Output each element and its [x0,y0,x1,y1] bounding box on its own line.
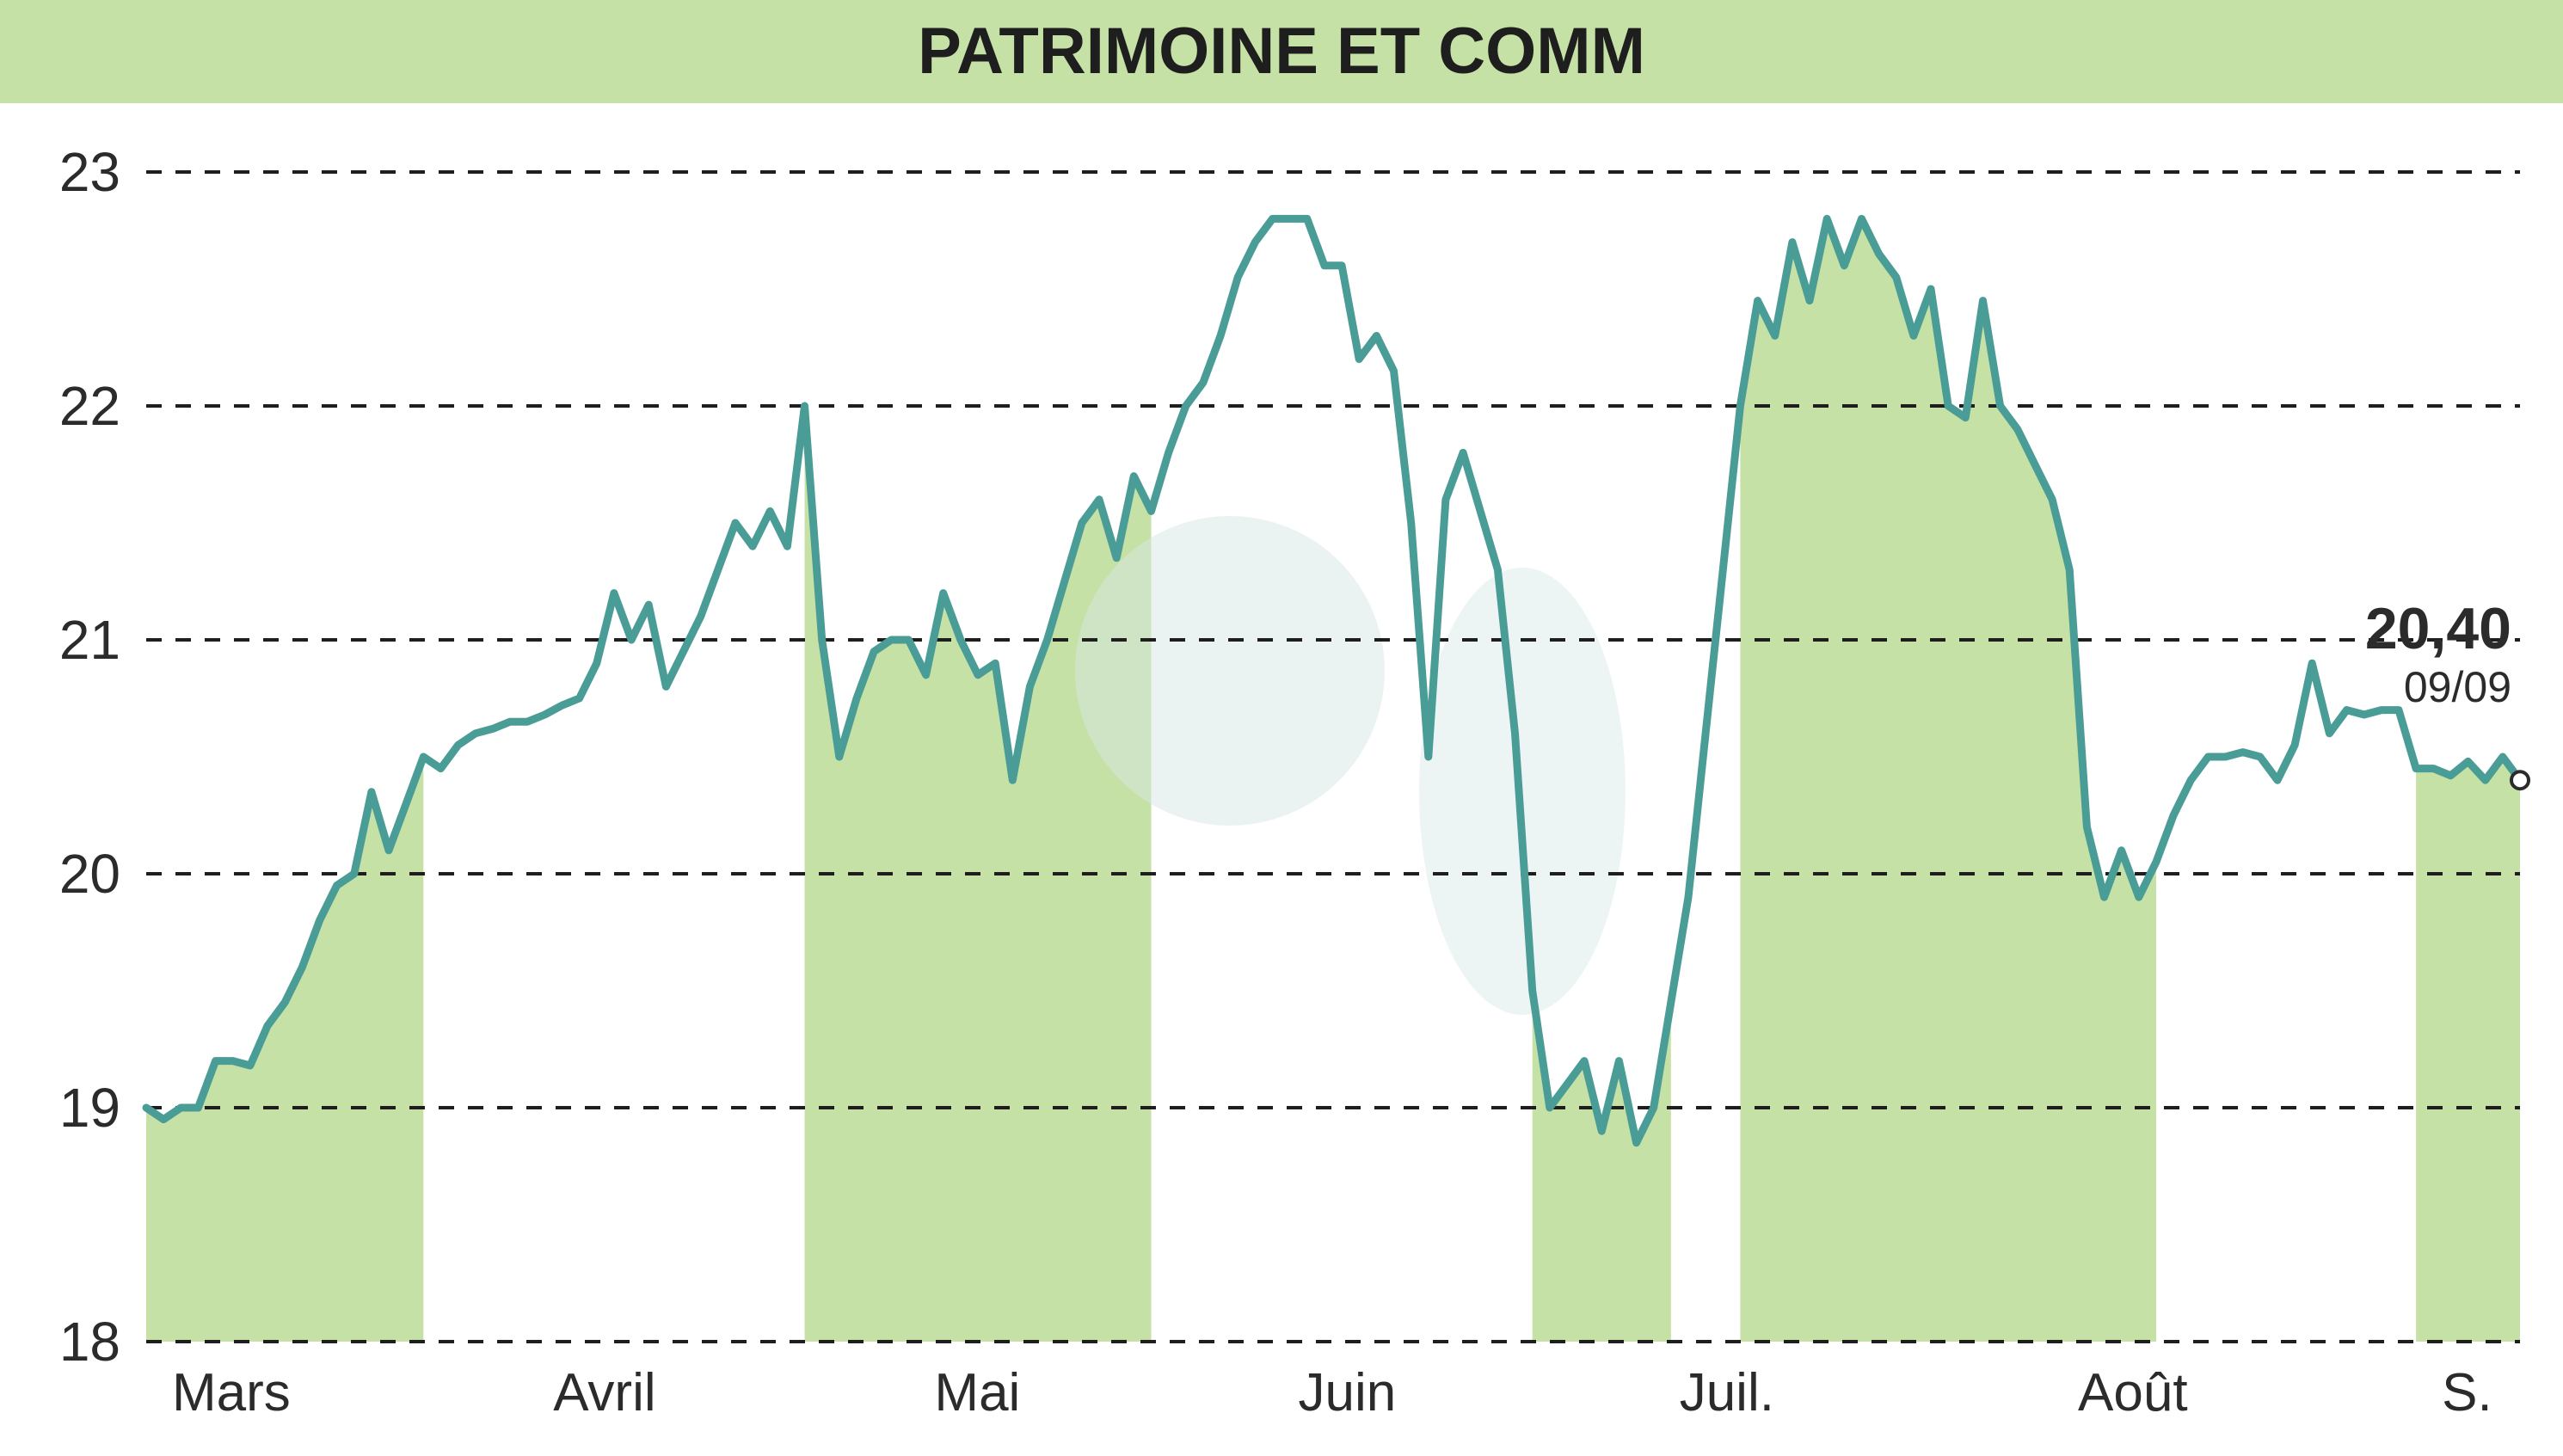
y-tick-label: 19 [59,1077,120,1139]
month-band [146,757,423,1342]
y-tick-label: 23 [59,141,120,203]
y-tick-label: 22 [59,375,120,437]
x-tick-label: Avril [553,1363,655,1422]
x-tick-label: Juil. [1680,1363,1774,1422]
last-point-marker [2511,771,2529,789]
chart-svg: 18 19 20 21 22 23 Mars Avril Mai Juin Juil. Août S. 2… [0,0,2563,1456]
last-value-label: 20,40 [2365,596,2511,661]
x-tick-label: S. [2442,1363,2492,1422]
x-tick-label: Mai [934,1363,1020,1422]
y-tick-label: 18 [59,1311,120,1373]
x-tick-label: Mars [172,1363,291,1422]
month-band [1533,991,1671,1342]
month-band [2416,757,2520,1342]
y-tick-label: 21 [59,609,120,671]
watermark-shape [1075,516,1385,826]
x-tick-label: Juin [1298,1363,1396,1422]
y-tick-label: 20 [59,843,120,905]
last-date-label: 09/09 [2404,663,2511,711]
chart-container: PATRIMOINE ET COMM 181920212223MarsAvril… [0,0,2563,1456]
x-tick-label: Août [2078,1363,2188,1422]
